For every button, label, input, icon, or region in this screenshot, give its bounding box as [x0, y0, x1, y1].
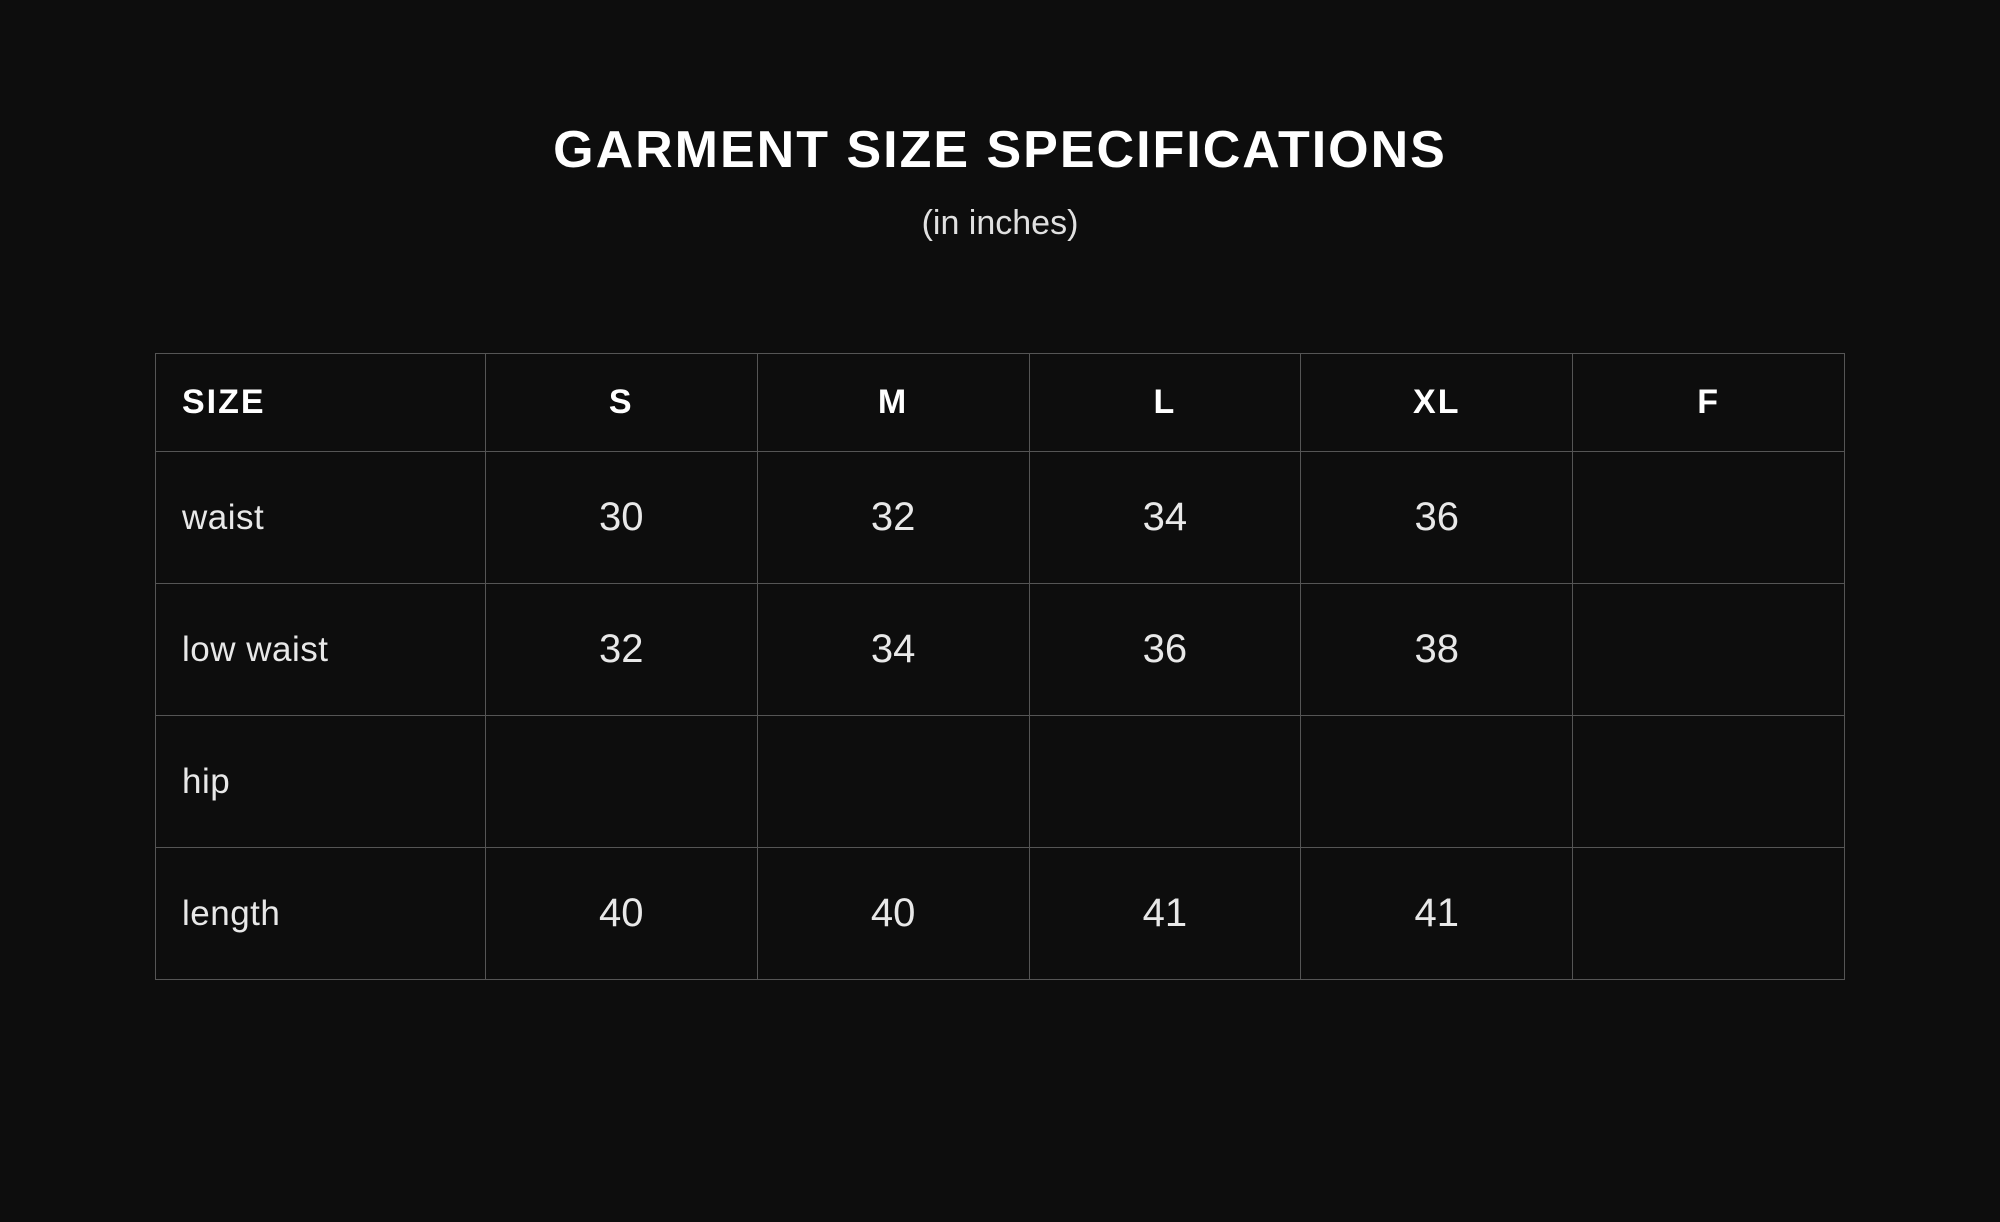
table-header-xl: XL — [1301, 354, 1573, 452]
table-cell: 40 — [485, 848, 757, 980]
table-header-f: F — [1573, 354, 1845, 452]
table-cell — [1301, 716, 1573, 848]
page-title: GARMENT SIZE SPECIFICATIONS — [553, 120, 1447, 180]
row-label-low-waist: low waist — [156, 584, 486, 716]
table-cell: 41 — [1301, 848, 1573, 980]
table-cell: 30 — [485, 452, 757, 584]
table-cell: 40 — [757, 848, 1029, 980]
table-row: hip — [156, 716, 1845, 848]
table-cell — [757, 716, 1029, 848]
table-cell — [1573, 716, 1845, 848]
table-header-row: SIZE S M L XL F — [156, 354, 1845, 452]
table-cell — [1573, 584, 1845, 716]
table-header-s: S — [485, 354, 757, 452]
table-cell — [485, 716, 757, 848]
table-row: waist 30 32 34 36 — [156, 452, 1845, 584]
table-header-size: SIZE — [156, 354, 486, 452]
table-header-l: L — [1029, 354, 1301, 452]
row-label-length: length — [156, 848, 486, 980]
table-cell: 32 — [757, 452, 1029, 584]
size-table: SIZE S M L XL F waist 30 32 34 36 low wa… — [155, 353, 1845, 980]
page-subtitle: (in inches) — [922, 204, 1079, 243]
row-label-waist: waist — [156, 452, 486, 584]
table-cell: 34 — [1029, 452, 1301, 584]
table-row: low waist 32 34 36 38 — [156, 584, 1845, 716]
table-cell: 38 — [1301, 584, 1573, 716]
table-cell: 32 — [485, 584, 757, 716]
table-cell — [1029, 716, 1301, 848]
table-cell: 34 — [757, 584, 1029, 716]
table-row: length 40 40 41 41 — [156, 848, 1845, 980]
table-cell — [1573, 848, 1845, 980]
row-label-hip: hip — [156, 716, 486, 848]
table-cell: 41 — [1029, 848, 1301, 980]
table-cell: 36 — [1301, 452, 1573, 584]
table-cell: 36 — [1029, 584, 1301, 716]
table-cell — [1573, 452, 1845, 584]
table-header-m: M — [757, 354, 1029, 452]
